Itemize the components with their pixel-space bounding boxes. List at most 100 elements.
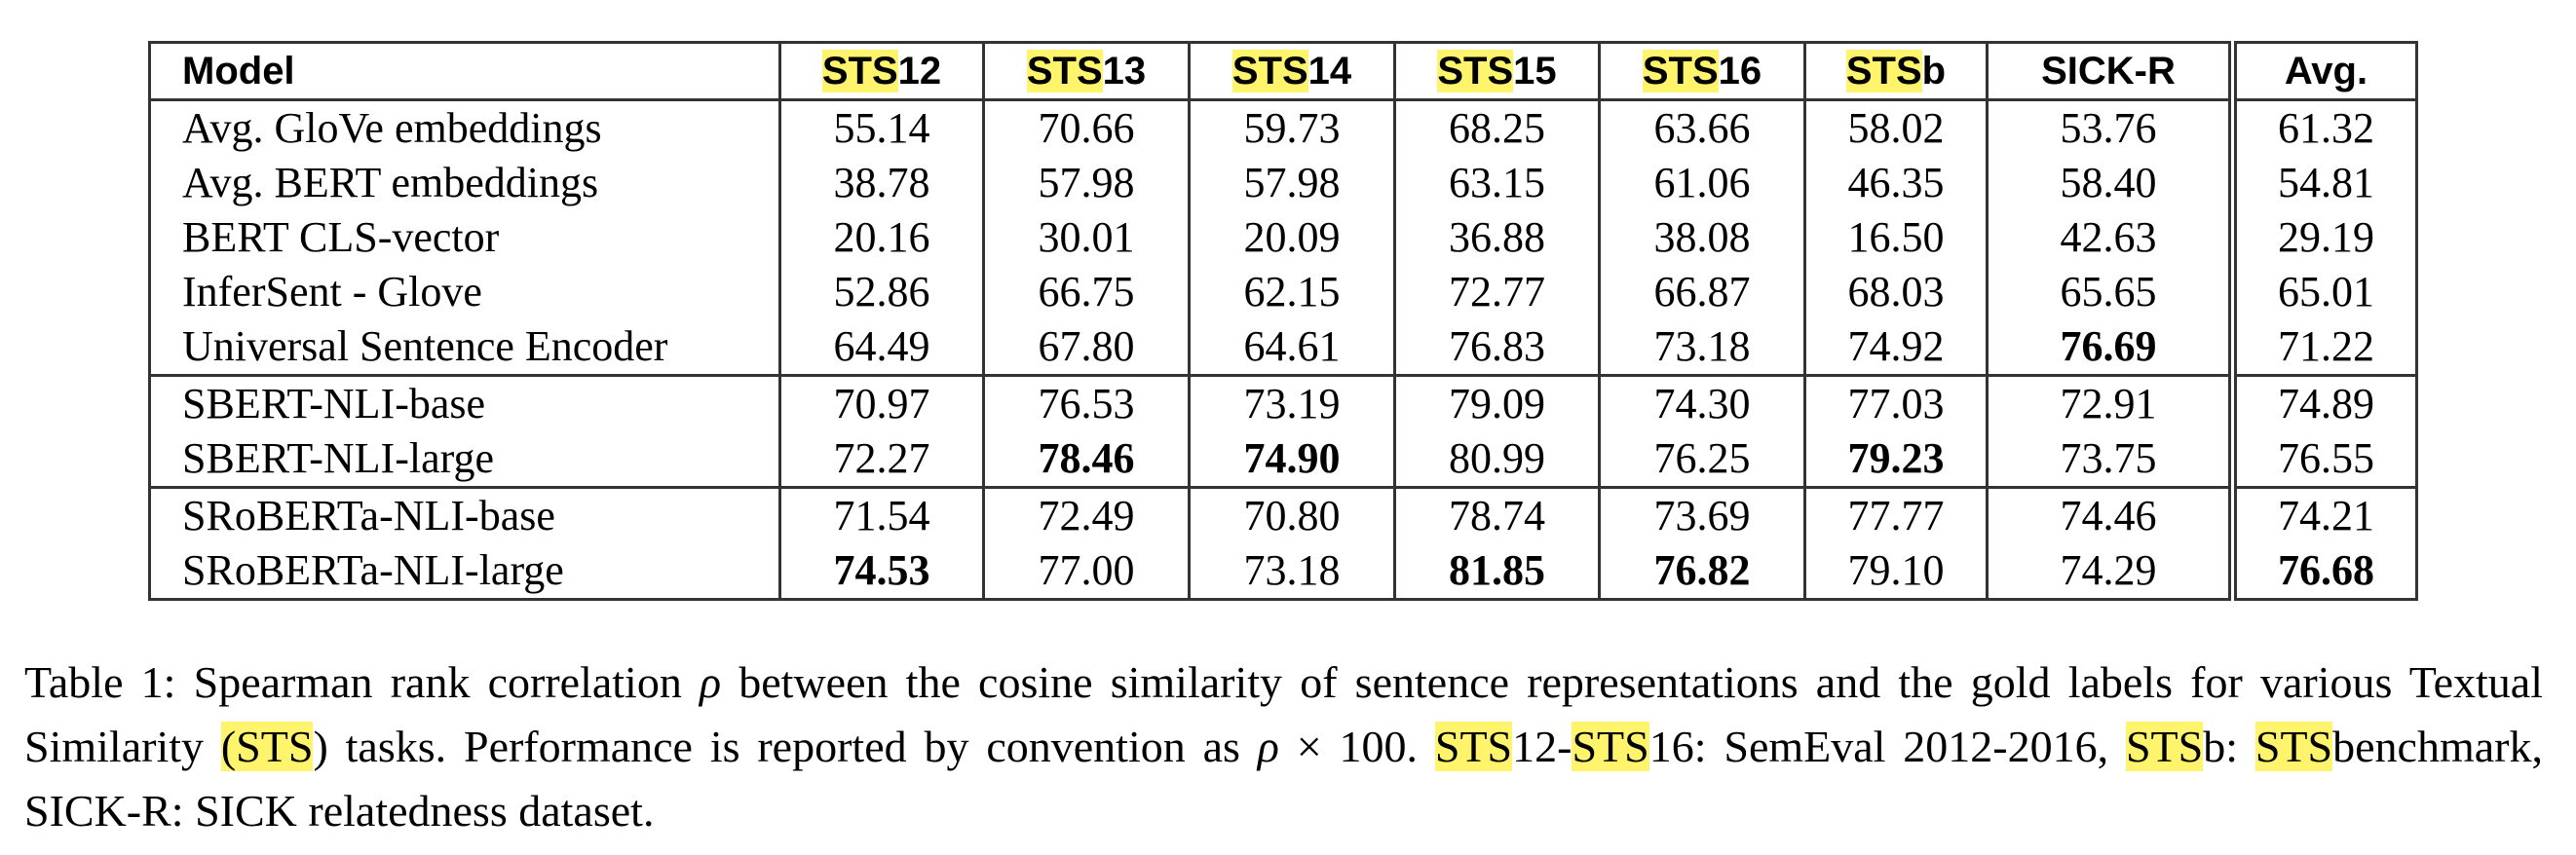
model-name: InferSent - Glove bbox=[150, 265, 780, 319]
text: ρ bbox=[1257, 722, 1279, 771]
cell-text: 76.82 bbox=[1653, 546, 1751, 594]
cell-text: 71.22 bbox=[2278, 322, 2374, 370]
table-row: SRoBERTa-NLI-large 74.53 77.00 73.18 81.85 76… bbox=[150, 543, 2417, 600]
column-header: SICK-R bbox=[1986, 42, 2233, 101]
column-header: Model bbox=[149, 42, 780, 101]
score-cell: 20.16 bbox=[778, 210, 984, 265]
cell-text: 52.86 bbox=[833, 268, 930, 316]
score-cell: 63.66 bbox=[1598, 99, 1805, 156]
score-cell: 71.54 bbox=[778, 486, 984, 543]
model-name: Universal Sentence Encoder bbox=[150, 319, 780, 376]
score-cell: 58.40 bbox=[1986, 156, 2233, 210]
cell-text: 74.29 bbox=[2060, 546, 2157, 594]
cell-text: 29.19 bbox=[2278, 213, 2374, 261]
score-cell: 20.09 bbox=[1188, 210, 1395, 265]
table-row: BERT CLS-vector 20.16 30.01 20.09 36.88 38.08… bbox=[150, 210, 2417, 265]
score-cell: 38.78 bbox=[778, 156, 984, 210]
score-cell: 73.69 bbox=[1598, 486, 1805, 543]
cell-text: 63.15 bbox=[1449, 159, 1545, 206]
score-cell: 68.25 bbox=[1393, 99, 1600, 156]
cell-text: 76.53 bbox=[1038, 380, 1135, 428]
score-cell: 66.75 bbox=[982, 265, 1190, 319]
score-cell: 70.66 bbox=[982, 99, 1190, 156]
text: b bbox=[1921, 50, 1947, 93]
cell-text: 74.46 bbox=[2060, 492, 2157, 539]
score-cell: 76.68 bbox=[2228, 543, 2417, 600]
text: × 100. bbox=[1278, 722, 1435, 771]
text: 16: SemEval 2012-2016, bbox=[1648, 722, 2126, 771]
score-cell: 77.77 bbox=[1803, 486, 1988, 543]
cell-text: 73.18 bbox=[1653, 322, 1751, 370]
cell-text: Avg. BERT embeddings bbox=[182, 159, 599, 206]
highlighted-text: STS bbox=[1437, 50, 1514, 93]
score-cell: 76.53 bbox=[982, 374, 1190, 431]
model-name: BERT CLS-vector bbox=[150, 210, 780, 265]
score-cell: 77.03 bbox=[1803, 374, 1988, 431]
highlighted-text: STS bbox=[1434, 722, 1513, 771]
cell-text: 67.80 bbox=[1038, 322, 1135, 370]
table-row: SRoBERTa-NLI-base 71.54 72.49 70.80 78.74 73.… bbox=[149, 486, 2417, 543]
cell-text: 74.21 bbox=[2278, 492, 2374, 539]
model-name: SBERT-NLI-large bbox=[150, 431, 780, 488]
cell-text: 76.69 bbox=[2060, 322, 2157, 370]
cell-text: 42.63 bbox=[2060, 213, 2157, 261]
header-row: Model STS12 STS13 STS14 STS15 STS16 STSb SICK-R… bbox=[149, 42, 2417, 101]
model-name: SRoBERTa-NLI-base bbox=[149, 486, 780, 543]
cell-text: 77.00 bbox=[1038, 546, 1135, 594]
score-cell: 65.01 bbox=[2228, 265, 2417, 319]
text: 12 bbox=[897, 50, 942, 93]
score-cell: 64.49 bbox=[778, 319, 984, 376]
score-cell: 73.18 bbox=[1188, 543, 1395, 600]
score-cell: 63.15 bbox=[1393, 156, 1600, 210]
cell-text: 77.03 bbox=[1847, 380, 1945, 428]
cell-text: 71.54 bbox=[833, 492, 930, 539]
score-cell: 80.99 bbox=[1393, 431, 1600, 488]
cell-text: 63.66 bbox=[1653, 104, 1751, 152]
text: 12- bbox=[1512, 722, 1572, 771]
cell-text: 76.25 bbox=[1653, 434, 1751, 482]
cell-text: 58.02 bbox=[1847, 104, 1945, 152]
table-body: Avg. GloVe embeddings 55.14 70.66 59.73 68.2… bbox=[149, 99, 2417, 600]
text: Avg. bbox=[2284, 50, 2368, 93]
cell-text: 59.73 bbox=[1243, 104, 1341, 152]
score-cell: 79.09 bbox=[1393, 374, 1600, 431]
score-cell: 42.63 bbox=[1986, 210, 2233, 265]
score-cell: 72.91 bbox=[1986, 374, 2233, 431]
caption: Table 1: Spearman rank correlation ρ bet… bbox=[24, 651, 2543, 843]
cell-text: Universal Sentence Encoder bbox=[182, 322, 668, 370]
cell-text: 64.61 bbox=[1243, 322, 1341, 370]
cell-text: SBERT-NLI-base bbox=[182, 380, 486, 428]
cell-text: 70.66 bbox=[1038, 104, 1135, 152]
column-header: Avg. bbox=[2228, 42, 2417, 101]
cell-text: 46.35 bbox=[1847, 159, 1945, 206]
score-cell: 76.55 bbox=[2228, 431, 2417, 488]
score-cell: 73.19 bbox=[1188, 374, 1395, 431]
cell-text: 73.18 bbox=[1243, 546, 1341, 594]
cell-text: 76.55 bbox=[2278, 434, 2374, 482]
score-cell: 61.06 bbox=[1598, 156, 1805, 210]
score-cell: 72.27 bbox=[778, 431, 984, 488]
cell-text: 74.30 bbox=[1653, 380, 1751, 428]
model-name: SBERT-NLI-base bbox=[149, 374, 780, 431]
cell-text: 78.46 bbox=[1038, 434, 1135, 482]
cell-text: 58.40 bbox=[2060, 159, 2157, 206]
highlighted-text: STS bbox=[1231, 50, 1308, 93]
score-cell: 65.65 bbox=[1986, 265, 2233, 319]
cell-text: 61.06 bbox=[1653, 159, 1751, 206]
cell-text: 38.08 bbox=[1653, 213, 1751, 261]
cell-text: 36.88 bbox=[1449, 213, 1545, 261]
cell-text: 74.92 bbox=[1847, 322, 1945, 370]
text: 13 bbox=[1102, 50, 1147, 93]
cell-text: 77.77 bbox=[1847, 492, 1945, 539]
text: SICK-R bbox=[2041, 50, 2176, 93]
cell-text: 72.27 bbox=[833, 434, 930, 482]
highlighted-text: STS bbox=[821, 50, 898, 93]
cell-text: 73.75 bbox=[2060, 434, 2157, 482]
cell-text: 76.83 bbox=[1449, 322, 1545, 370]
cell-text: 64.49 bbox=[833, 322, 930, 370]
text: Model bbox=[182, 50, 295, 93]
cell-text: SRoBERTa-NLI-large bbox=[182, 546, 564, 594]
cell-text: 57.98 bbox=[1038, 159, 1135, 206]
score-cell: 74.89 bbox=[2228, 374, 2417, 431]
highlighted-text: STS bbox=[2125, 722, 2204, 771]
